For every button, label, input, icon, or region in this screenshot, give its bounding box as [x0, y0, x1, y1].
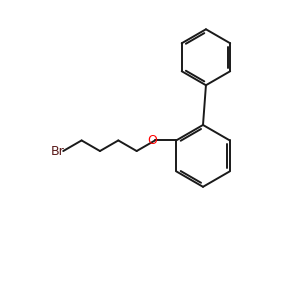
- Text: O: O: [148, 134, 158, 147]
- Text: Br: Br: [51, 145, 65, 158]
